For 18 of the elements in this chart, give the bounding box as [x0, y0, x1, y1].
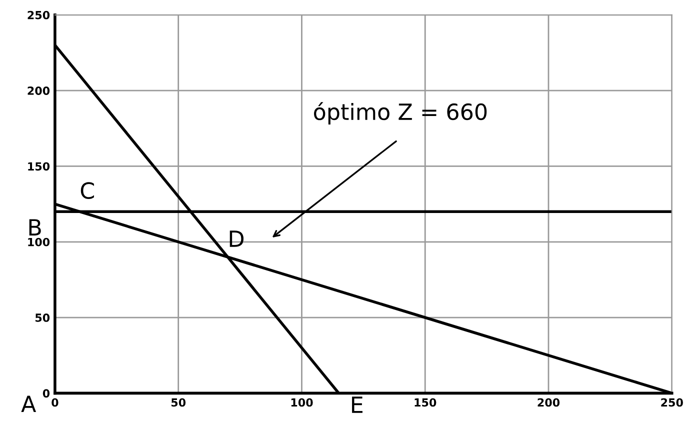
x-tick-label: 0: [52, 398, 58, 407]
x-tick-label: 200: [538, 398, 560, 407]
annotation: B: [29, 219, 41, 236]
y-tick-label: 100: [28, 238, 50, 246]
x-tick-label: 250: [661, 398, 683, 407]
y-tick-label: 50: [35, 314, 50, 322]
y-tick-label: 0: [42, 389, 50, 398]
x-tick-label: 150: [414, 398, 436, 407]
y-tick-label: 150: [28, 162, 50, 171]
annotation: E: [352, 396, 362, 413]
y-tick-label: 250: [28, 10, 50, 20]
y-tick-label: 200: [28, 86, 50, 95]
annotation: óptimo Z = 660: [314, 102, 487, 124]
annotation: C: [80, 182, 94, 199]
text: A: [21, 396, 36, 412]
annotation: D: [230, 230, 244, 247]
x-tick-label: 100: [291, 398, 313, 407]
x-tick-label: 50: [171, 398, 186, 407]
